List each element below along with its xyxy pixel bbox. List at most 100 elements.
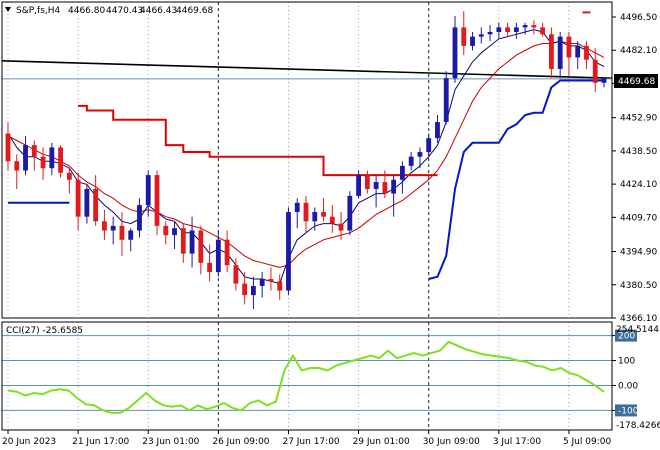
x-tick-label: 27 Jun 17:00 bbox=[282, 437, 339, 447]
header-open: 4466.80 bbox=[68, 6, 105, 16]
candle-body bbox=[470, 36, 475, 46]
cci-level-badge bbox=[615, 404, 637, 417]
candle bbox=[66, 168, 72, 194]
candle bbox=[329, 205, 335, 233]
candle-body bbox=[575, 45, 581, 58]
candle bbox=[198, 225, 204, 275]
candle bbox=[513, 22, 519, 39]
x-tick-label: 3 Jul 17:00 bbox=[493, 437, 542, 447]
candle bbox=[356, 170, 361, 199]
candle bbox=[119, 212, 125, 256]
x-tick-label: 20 Jun 2023 bbox=[2, 437, 56, 447]
chart-header: S&P,fs,H4 4466.80 4470.43 4466.43 4469.6… bbox=[5, 6, 213, 16]
panel-frames bbox=[1, 1, 613, 431]
candle-body bbox=[549, 34, 554, 69]
candle-body bbox=[224, 239, 230, 266]
candle-body bbox=[84, 188, 90, 217]
y-tick-label: 4394.90 bbox=[620, 248, 657, 258]
candle-body bbox=[286, 212, 291, 291]
candle-body bbox=[452, 27, 458, 79]
candle bbox=[531, 20, 537, 35]
candle-body bbox=[198, 230, 204, 263]
candle bbox=[14, 154, 20, 189]
candle-body bbox=[31, 145, 37, 157]
candle-body bbox=[566, 36, 572, 58]
candle bbox=[137, 198, 142, 238]
cci-level-label: 200 bbox=[618, 332, 635, 342]
candle bbox=[58, 145, 63, 178]
candle bbox=[522, 22, 528, 35]
candle-body bbox=[540, 27, 546, 35]
candle-body bbox=[233, 265, 239, 284]
cci-level-badge bbox=[615, 329, 637, 342]
candle bbox=[49, 142, 55, 176]
price-panel-frame bbox=[1, 1, 613, 319]
candle bbox=[251, 276, 256, 309]
candle bbox=[277, 274, 283, 300]
x-tick-label: 26 Jun 09:00 bbox=[212, 437, 269, 447]
resistance-trendline bbox=[1, 60, 613, 79]
candle bbox=[364, 170, 370, 194]
y-tick-label: 4452.90 bbox=[620, 114, 657, 124]
candle-body bbox=[356, 175, 361, 196]
candle bbox=[312, 207, 318, 231]
candle bbox=[549, 27, 554, 79]
candle-body bbox=[215, 239, 221, 273]
y-tick-label: 4366.10 bbox=[620, 314, 657, 324]
candle-body bbox=[180, 228, 186, 254]
candle bbox=[373, 175, 379, 208]
lower-band-line bbox=[428, 79, 604, 280]
current-price-tag: 4469.68 bbox=[614, 74, 658, 88]
candle bbox=[470, 32, 475, 51]
header-symbol: S&P,fs,H4 bbox=[16, 6, 61, 16]
candle bbox=[400, 161, 405, 194]
candle-body bbox=[443, 78, 449, 123]
candle-body bbox=[128, 230, 134, 240]
candle bbox=[145, 170, 151, 217]
candle-body bbox=[207, 262, 212, 273]
candle-body bbox=[40, 156, 46, 169]
cci-level-label: -100 bbox=[618, 406, 639, 416]
candle bbox=[294, 198, 300, 229]
candle-body bbox=[373, 182, 379, 189]
candle-body bbox=[435, 122, 440, 139]
candle bbox=[487, 25, 493, 42]
candle bbox=[128, 228, 134, 252]
candle bbox=[382, 170, 388, 199]
candle-body bbox=[417, 152, 423, 157]
candle-body bbox=[58, 147, 63, 173]
candle-body bbox=[137, 205, 142, 231]
candle bbox=[31, 140, 37, 171]
candle-body bbox=[382, 182, 388, 194]
candle-body bbox=[487, 32, 493, 35]
candle-body bbox=[408, 156, 414, 166]
candle bbox=[426, 133, 432, 157]
candle-body bbox=[145, 175, 151, 206]
candle-body bbox=[119, 225, 125, 240]
current-price-label: 4469.68 bbox=[618, 77, 655, 87]
candle-body bbox=[5, 133, 11, 162]
candle-body bbox=[531, 25, 537, 28]
candle bbox=[347, 191, 353, 236]
cci-scale-top: 254.5144 bbox=[616, 325, 659, 335]
dropdown-triangle-icon[interactable] bbox=[5, 7, 11, 12]
candle-body bbox=[154, 175, 160, 226]
candle bbox=[557, 32, 563, 79]
candle bbox=[189, 216, 195, 268]
candle-body bbox=[189, 230, 195, 254]
current-price-box bbox=[614, 74, 658, 88]
candle bbox=[338, 212, 344, 240]
fast-ma-line bbox=[7, 40, 605, 268]
candle-body bbox=[461, 27, 467, 46]
header-close: 4469.68 bbox=[176, 6, 213, 16]
candle bbox=[505, 22, 510, 37]
cci-panel-frame bbox=[1, 321, 613, 431]
header-high: 4470.43 bbox=[106, 6, 143, 16]
candle-body bbox=[478, 34, 484, 37]
candle bbox=[540, 22, 546, 37]
candle-body bbox=[364, 175, 370, 189]
candle bbox=[180, 223, 186, 263]
candle bbox=[207, 244, 212, 282]
candle bbox=[102, 209, 107, 240]
